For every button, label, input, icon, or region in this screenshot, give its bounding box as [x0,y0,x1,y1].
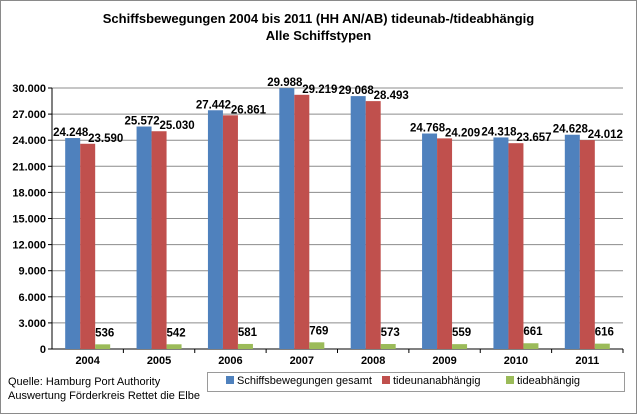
source-note: Quelle: Hamburg Port Authority [8,376,161,388]
x-tick-label: 2010 [504,355,528,367]
bar-tideunabhaengig [222,115,238,350]
data-label: 24.209 [445,127,480,139]
data-label: 23.657 [516,132,551,144]
y-tick-label: 9.000 [18,266,46,278]
x-tick-label: 2006 [218,355,242,367]
legend-item-tideunabhaengig: tideunanabhängig [382,375,480,387]
x-tick-label: 2011 [575,355,599,367]
data-label: 24.628 [553,124,589,136]
bar-tideunabhaengig [294,94,310,349]
legend-label-tideunabhaengig: tideunanabhängig [393,375,481,387]
legend-swatch-tideabhaengig [506,376,514,385]
legend-item-tideabhaengig: tideabhängig [506,375,580,387]
data-label: 29.988 [267,77,303,89]
y-tick-label: 24.000 [12,135,46,147]
bar-gesamt [136,126,152,350]
data-label: 24.768 [410,123,446,135]
y-tick-label: 21.000 [12,161,46,173]
bar-tideabhaengig [166,344,182,349]
y-tick-label: 0 [40,344,46,356]
data-label: 769 [309,325,328,337]
x-tick-label: 2008 [361,355,385,367]
legend-swatch-gesamt [226,376,234,385]
y-tick-label: 18.000 [12,187,46,199]
bar-tideabhaengig [523,343,539,349]
data-label: 542 [166,327,185,339]
data-label: 23.590 [88,133,123,145]
data-label: 25.030 [159,120,194,132]
bar-gesamt [279,88,295,349]
y-tick-label: 3.000 [18,318,46,330]
data-label: 28.493 [374,90,409,102]
data-label: 581 [238,327,258,339]
data-label: 25.572 [124,116,159,128]
y-tick-label: 12.000 [12,240,46,252]
data-label: 24.012 [588,129,623,141]
data-label: 27.442 [196,99,231,111]
data-label: 661 [523,326,543,338]
bar-tideunabhaengig [151,131,167,349]
data-label: 24.248 [53,127,89,139]
bar-tideunabhaengig [579,140,595,349]
bar-gesamt [65,138,81,349]
bar-tideabhaengig [380,344,396,349]
x-tick-label: 2004 [75,355,100,367]
data-label: 26.861 [231,104,267,116]
evaluation-note: Auswertung Förderkreis Rettet die Elbe [8,390,200,402]
bar-gesamt [207,110,223,349]
y-tick-label: 15.000 [12,214,46,226]
x-tick-label: 2009 [432,355,456,367]
bar-tideunabhaengig [365,101,381,349]
y-tick-label: 27.000 [12,109,46,121]
bar-gesamt [422,133,438,349]
data-label: 29.068 [339,85,375,97]
bar-gesamt [493,137,509,349]
legend-label-tideabhaengig: tideabhängig [517,375,581,387]
bar-gesamt [564,134,580,349]
bar-tideabhaengig [452,344,468,349]
y-tick-label: 6.000 [18,292,46,304]
bar-tideunabhaengig [80,143,96,349]
bar-tideabhaengig [309,342,325,349]
chart-title: Schiffsbewegungen 2004 bis 2011 (HH AN/A… [102,11,535,26]
x-tick-label: 2005 [147,355,171,367]
bar-chart: 0 3.000 6.000 9.000 12.000 15.000 18.000 21.000… [12,77,624,367]
data-label: 24.318 [481,126,517,138]
bar-tideunabhaengig [508,143,524,349]
legend-label-gesamt: Schiffsbewegungen gesamt [237,375,372,387]
bar-tideabhaengig [95,344,111,349]
bar-tideabhaengig [237,343,253,349]
legend-item-gesamt: Schiffsbewegungen gesamt [226,375,372,387]
data-label: 29.219 [302,84,337,96]
data-label: 573 [381,327,400,339]
y-tick-label: 30.000 [12,83,46,95]
bar-tideabhaengig [594,343,610,349]
x-tick-label: 2007 [290,355,314,367]
data-label: 616 [595,327,614,339]
legend-swatch-tideunabhaengig [382,376,390,385]
data-label: 559 [452,327,471,339]
data-label: 536 [95,327,114,339]
bar-tideunabhaengig [437,138,453,349]
bar-gesamt [350,96,366,349]
chart-subtitle: Alle Schiffstypen [265,28,372,43]
legend: Schiffsbewegungen gesamt tideunanabhängi… [207,372,625,392]
